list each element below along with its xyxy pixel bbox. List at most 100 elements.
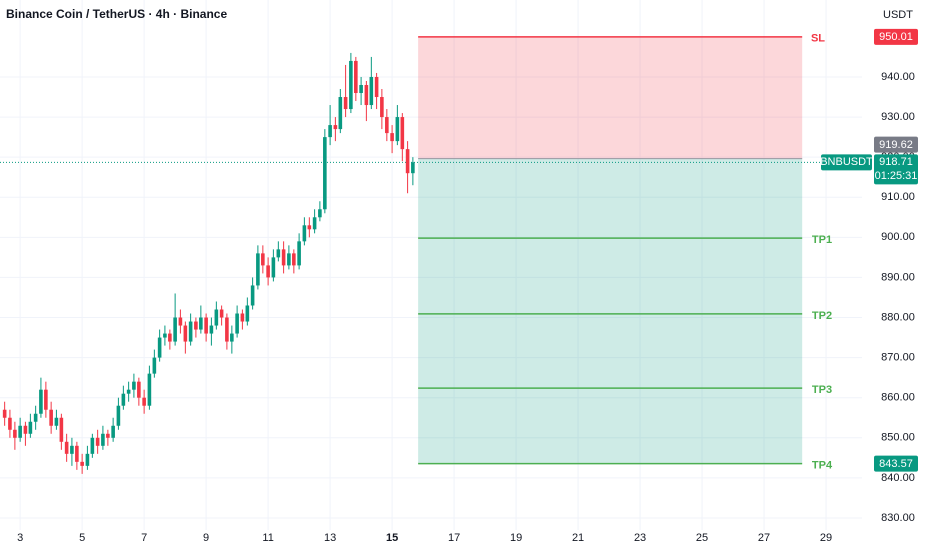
candle-body	[75, 445, 79, 462]
candle-body	[312, 217, 317, 230]
y-tick-label: 940.00	[881, 71, 915, 83]
candle-body	[333, 125, 338, 130]
x-tick-label: 23	[634, 532, 646, 544]
candle-body	[354, 60, 358, 94]
candle-body	[85, 453, 90, 466]
candle-body	[261, 253, 265, 266]
last-price: 918.71	[879, 156, 913, 168]
candle-body	[70, 445, 74, 454]
y-tick-label: 880.00	[881, 311, 915, 323]
candle-body	[188, 321, 193, 342]
candle-body	[292, 253, 296, 266]
candle-body	[214, 309, 219, 326]
candle-body	[380, 97, 384, 118]
candle-body	[390, 133, 394, 142]
x-tick-label: 11	[262, 532, 273, 544]
candle-body	[240, 313, 245, 322]
candle-body	[374, 76, 379, 98]
y-axis-label: USDT	[883, 9, 913, 21]
candle-body	[90, 437, 95, 454]
candle-body	[369, 76, 374, 106]
candle-body	[132, 381, 136, 390]
candle-body	[343, 97, 348, 110]
candle-body	[323, 137, 327, 210]
candle-body	[111, 425, 115, 438]
candle-body	[137, 381, 141, 398]
candle-body	[385, 117, 389, 134]
target-name: TP2	[812, 310, 832, 322]
candle-body	[235, 313, 239, 334]
target-name: TP4	[812, 459, 833, 471]
candle-body	[8, 417, 12, 430]
candle-body	[328, 125, 332, 138]
candle-body	[152, 357, 157, 374]
candle-body	[256, 253, 260, 286]
candle-body	[163, 333, 167, 338]
symbol: BNBUSDT	[820, 156, 873, 168]
y-tick-label: 860.00	[881, 392, 915, 404]
y-tick-label: 830.00	[881, 512, 915, 524]
candle-body	[2, 409, 7, 418]
candle-body	[245, 305, 250, 322]
candle-body	[199, 317, 203, 330]
candle-body	[147, 373, 152, 406]
candle-body	[281, 249, 286, 266]
candle-body	[18, 425, 22, 438]
x-tick-label: 17	[448, 532, 460, 544]
candle-body	[349, 60, 353, 110]
candle-body	[168, 333, 172, 342]
candle-body	[173, 317, 177, 342]
candle-body	[178, 317, 183, 326]
grid	[0, 0, 862, 530]
x-tick-label: 9	[203, 532, 209, 544]
candle-body	[364, 84, 369, 106]
stop-loss-price-bg	[874, 28, 918, 45]
candle-body	[33, 413, 38, 422]
candle-body	[95, 437, 100, 446]
candle-body	[13, 429, 17, 438]
candle-body	[44, 389, 48, 410]
candle-body	[126, 389, 131, 394]
candle-body	[271, 257, 276, 278]
candle-body	[338, 97, 343, 130]
x-tick-label: 29	[820, 532, 832, 544]
candle-body	[209, 325, 214, 334]
x-tick-label: 3	[17, 532, 23, 544]
x-tick-label: 27	[758, 532, 770, 544]
entry-price: 919.62	[879, 139, 913, 151]
candle-body	[287, 253, 291, 266]
x-tick-label: 15	[386, 532, 398, 544]
x-tick-label: 13	[324, 532, 336, 544]
stop-loss-name: SL	[811, 33, 825, 45]
candle-body	[225, 317, 229, 342]
candle-body	[411, 162, 415, 174]
candle-body	[230, 333, 234, 342]
candle-body	[318, 209, 322, 218]
candle-body	[157, 337, 162, 358]
x-tick-label: 21	[572, 532, 584, 544]
candle-body	[101, 433, 105, 446]
symbol-bg	[821, 154, 872, 171]
candle-body	[400, 117, 405, 150]
candle-body	[183, 325, 188, 342]
candle-body	[297, 241, 301, 266]
candle-body	[405, 149, 410, 174]
y-tick-label: 890.00	[881, 271, 915, 283]
stop-loss-price: 950.01	[879, 31, 913, 43]
y-tick-label: 840.00	[881, 472, 915, 484]
position-overlay: SL TP1 TP2 TP3 TP4	[0, 33, 862, 471]
y-tick-label: 910.00	[881, 191, 915, 203]
candle-body	[359, 84, 363, 94]
x-tick-label: 5	[79, 532, 85, 544]
y-tick-label: 930.00	[881, 111, 915, 123]
candle-body	[395, 117, 400, 142]
last-price-bg	[874, 154, 918, 185]
candle-body	[121, 393, 126, 406]
candles	[2, 52, 415, 474]
candle-body	[302, 225, 307, 242]
x-tick-label: 25	[696, 532, 708, 544]
candle-body	[54, 417, 59, 426]
candle-body	[39, 389, 43, 414]
candle-body	[307, 225, 312, 230]
